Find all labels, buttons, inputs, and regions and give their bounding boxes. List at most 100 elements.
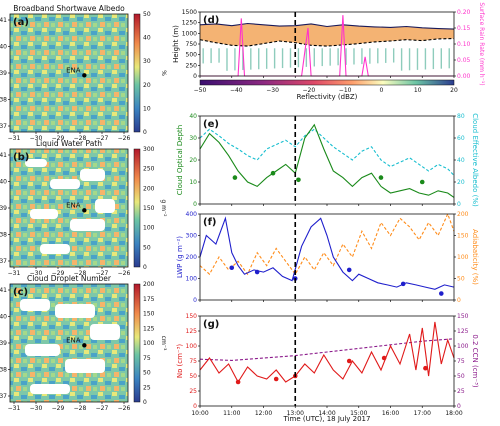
clear-sky-patch bbox=[20, 299, 50, 311]
data-point bbox=[400, 281, 406, 287]
colorbar-tick-label: 10 bbox=[414, 87, 422, 94]
cloud-top-line bbox=[199, 22, 455, 30]
map-x-tick-label: −26 bbox=[118, 135, 131, 142]
data-point bbox=[235, 379, 241, 385]
site-label: ENA bbox=[66, 336, 81, 344]
series-left-line bbox=[199, 321, 455, 384]
y-right-tick-label: 0 bbox=[457, 403, 461, 410]
colorbar-tick-label: 125 bbox=[143, 325, 155, 332]
map-x-tick-label: −27 bbox=[96, 135, 109, 142]
panel-letter: (c) bbox=[13, 287, 28, 298]
map-x-tick-label: −30 bbox=[30, 405, 43, 412]
colorbar-tick-label: 250 bbox=[143, 166, 155, 173]
map-x-tick-label: −28 bbox=[74, 135, 87, 142]
colorbar-label: % bbox=[160, 70, 167, 76]
map-colorbar bbox=[133, 148, 141, 268]
colorbar-tick-label: 20 bbox=[143, 82, 151, 89]
y-tick-label: 1000 bbox=[182, 30, 197, 37]
y-tick-label: 1250 bbox=[182, 20, 197, 27]
y-right-axis-label: Adiabaticity (%) bbox=[471, 229, 479, 285]
y-right-tick-label: 50 bbox=[457, 276, 465, 283]
map-colorbar bbox=[133, 13, 141, 133]
colorbar-tick-label: 150 bbox=[143, 205, 155, 212]
x-tick-label: 15:00 bbox=[350, 410, 367, 417]
clear-sky-patch bbox=[30, 209, 58, 219]
x-tick-label: 14:00 bbox=[318, 410, 335, 417]
reflectivity-colorbar bbox=[199, 79, 455, 86]
colorbar-tick-label: 100 bbox=[143, 340, 155, 347]
data-point bbox=[254, 269, 260, 275]
map-y-tick-label: 39 bbox=[0, 340, 7, 347]
y-tick-label: 200 bbox=[186, 254, 198, 261]
series-right-line bbox=[199, 338, 455, 361]
colorbar-tick-label: 175 bbox=[143, 296, 155, 303]
panel-f: 400 300 200 100 0 200 150 100 50 0 (f) LWP (g m⁻²) A… bbox=[176, 211, 479, 304]
site-label: ENA bbox=[66, 201, 81, 209]
y-right-tick-label: 60 bbox=[457, 135, 465, 142]
y-tick-label: 50 bbox=[189, 373, 197, 380]
data-point bbox=[273, 376, 279, 382]
map-x-tick-label: −31 bbox=[8, 270, 21, 277]
data-point bbox=[419, 179, 425, 185]
map-x-tick-label: −31 bbox=[8, 135, 21, 142]
map-y-tick-label: 38 bbox=[0, 97, 7, 104]
y-tick-label: 0 bbox=[193, 201, 197, 208]
map-x-tick-label: −27 bbox=[96, 405, 109, 412]
map-x-tick-label: −29 bbox=[52, 270, 65, 277]
data-point bbox=[381, 355, 387, 361]
panel-letter: (e) bbox=[203, 119, 219, 130]
map-x-tick-label: −28 bbox=[74, 270, 87, 277]
y-right-axis-label: Surface Rain Rate (mm h⁻¹) bbox=[478, 2, 485, 85]
colorbar-tick-label: 150 bbox=[143, 311, 155, 318]
map-panel-2: Cloud Droplet Number ENA (c) −31 −30 −29 −28 −2… bbox=[0, 274, 167, 412]
y-tick-label: 300 bbox=[186, 233, 198, 240]
colorbar-label: cm⁻³ bbox=[160, 336, 167, 351]
y-axis-label: Height (m) bbox=[172, 25, 180, 63]
x-tick-label: 16:00 bbox=[382, 410, 399, 417]
map-x-tick-label: −30 bbox=[30, 270, 43, 277]
colorbar-tick-label: −50 bbox=[194, 87, 207, 94]
y-right-tick-label: 25 bbox=[457, 388, 465, 395]
y-axis-label: Cloud Optical Depth bbox=[176, 125, 184, 196]
map-panel-0: Broadband Shortwave Albedo ENA (a) −31 −30 −2… bbox=[0, 4, 167, 142]
y-right-tick-label: 0.10 bbox=[457, 41, 471, 48]
map-x-tick-label: −26 bbox=[118, 270, 131, 277]
colorbar-label: g m⁻² bbox=[160, 199, 167, 217]
y-right-tick-label: 0.20 bbox=[457, 9, 471, 16]
map-x-tick-label: −27 bbox=[96, 270, 109, 277]
colorbar-tick-label: 0 bbox=[143, 129, 147, 136]
colorbar-tick-label: −20 bbox=[303, 87, 316, 94]
y-right-tick-label: 100 bbox=[457, 343, 469, 350]
y-tick-label: 10 bbox=[189, 179, 197, 186]
data-point bbox=[229, 265, 235, 271]
y-right-tick-label: 100 bbox=[457, 254, 469, 261]
y-tick-label: 0 bbox=[193, 297, 197, 304]
clear-sky-patch bbox=[65, 359, 105, 373]
x-tick-label: 12:00 bbox=[255, 410, 272, 417]
y-tick-label: 0 bbox=[193, 403, 197, 410]
map-y-tick-label: 40 bbox=[0, 44, 7, 51]
x-axis-label: Time (UTC), 18 July 2017 bbox=[283, 415, 371, 423]
y-axis-label: LWP (g m⁻²) bbox=[176, 236, 184, 278]
map-y-tick-label: 41 bbox=[0, 287, 7, 294]
map-y-tick-label: 39 bbox=[0, 70, 7, 77]
data-point bbox=[296, 177, 301, 183]
colorbar-tick-label: −30 bbox=[266, 87, 279, 94]
map-y-tick-label: 37 bbox=[0, 258, 7, 265]
y-right-axis-label: Cloud Effective Albedo (%) bbox=[471, 113, 479, 207]
y-tick-label: 20 bbox=[189, 157, 197, 164]
y-right-tick-label: 150 bbox=[457, 313, 469, 320]
y-right-tick-label: 200 bbox=[457, 211, 469, 218]
data-point bbox=[439, 291, 444, 296]
y-tick-label: 25 bbox=[189, 388, 197, 395]
data-point bbox=[346, 358, 352, 364]
data-point bbox=[270, 170, 276, 176]
y-right-tick-label: 75 bbox=[457, 358, 465, 365]
y-tick-label: 0 bbox=[193, 73, 197, 80]
y-tick-label: 150 bbox=[186, 313, 198, 320]
x-tick-label: 13:00 bbox=[287, 410, 304, 417]
map-y-tick-label: 41 bbox=[0, 17, 7, 24]
clear-sky-patch bbox=[80, 169, 105, 181]
